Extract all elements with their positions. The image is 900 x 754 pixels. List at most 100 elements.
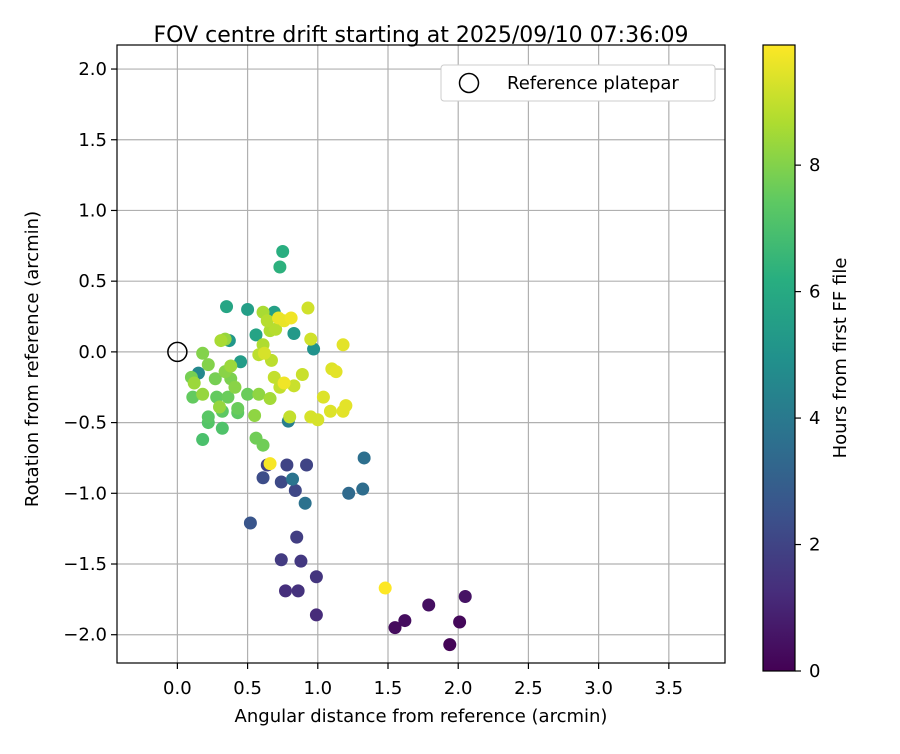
reference-marker [167, 341, 188, 363]
y-tick-label: −0.5 [63, 413, 107, 434]
legend-marker-reference [458, 72, 480, 94]
data-point [215, 421, 229, 435]
data-point [210, 390, 224, 404]
colorbar-tick-label: 2 [809, 535, 820, 556]
x-tick-label: 1.0 [303, 678, 332, 699]
data-point [196, 346, 210, 360]
data-point [213, 400, 227, 414]
data-point [311, 413, 325, 427]
data-point [277, 376, 291, 390]
data-point [187, 376, 201, 390]
data-point [224, 359, 238, 373]
data-point [388, 621, 402, 635]
data-point [295, 368, 309, 382]
x-tick-label: 3.5 [655, 678, 684, 699]
x-tick-label: 0.5 [233, 678, 262, 699]
data-point [309, 608, 323, 622]
y-tick-label: −2.0 [63, 625, 107, 646]
x-tick-label: 0.0 [163, 678, 192, 699]
colorbar: 0 2 4 6 8 Hours from first FF file [762, 44, 851, 682]
data-point [201, 410, 215, 424]
colorbar-tick-label: 0 [809, 661, 820, 682]
data-point [458, 590, 472, 604]
data-point [241, 302, 255, 316]
data-point [273, 260, 287, 274]
data-point [257, 346, 271, 360]
legend: Reference platepar [440, 64, 716, 102]
data-point [291, 584, 305, 598]
data-point [309, 570, 323, 584]
data-point [263, 457, 277, 471]
data-point [329, 365, 343, 379]
data-point [342, 486, 356, 500]
data-point [274, 553, 288, 567]
data-point [288, 483, 302, 497]
data-point [234, 355, 248, 369]
legend-label-reference: Reference platepar [507, 73, 679, 94]
data-point [304, 332, 318, 346]
data-points-layer [167, 244, 472, 652]
data-point [398, 614, 412, 628]
data-point [300, 458, 314, 472]
y-tick-label: 1.0 [78, 200, 107, 221]
data-point [307, 342, 321, 356]
y-tick-label: −1.0 [63, 483, 107, 504]
data-point [453, 615, 467, 629]
data-point [336, 338, 350, 352]
data-point [276, 244, 290, 258]
y-tick-label: 2.0 [78, 59, 107, 80]
legend-box [440, 64, 716, 102]
data-point [220, 300, 234, 314]
data-point [290, 530, 304, 544]
data-point [284, 311, 298, 325]
data-point [196, 433, 210, 447]
data-point [214, 334, 228, 348]
data-point [249, 328, 263, 342]
plot-frame [116, 44, 726, 664]
y-tick-label: −1.5 [63, 554, 107, 575]
y-tick-label: 0.5 [78, 271, 107, 292]
data-point [196, 387, 210, 401]
x-tick-label: 1.5 [374, 678, 403, 699]
data-point [316, 390, 330, 404]
data-point [241, 387, 255, 401]
data-point [267, 370, 281, 384]
data-point [287, 326, 301, 340]
colorbar-gradient [762, 44, 796, 672]
data-point [186, 390, 200, 404]
colorbar-ticks: 0 2 4 6 8 [795, 155, 820, 682]
data-point [256, 438, 270, 452]
data-point [283, 410, 297, 424]
x-tick-label: 2.0 [444, 678, 473, 699]
data-point [422, 598, 436, 612]
colorbar-tick-label: 8 [809, 155, 820, 176]
data-point [323, 404, 337, 418]
data-point [248, 409, 262, 423]
data-point [243, 516, 257, 530]
data-point [287, 379, 301, 393]
colorbar-tick-label: 4 [809, 408, 820, 429]
data-point [201, 358, 215, 372]
x-axis-label: Angular distance from reference (arcmin) [235, 706, 608, 727]
x-tick-label: 3.0 [584, 678, 613, 699]
data-point [252, 387, 266, 401]
data-point [298, 496, 312, 510]
data-point [256, 471, 270, 485]
data-point [269, 322, 283, 336]
colorbar-label: Hours from first FF file [830, 258, 851, 459]
x-tick-label: 2.5 [514, 678, 543, 699]
data-point [231, 401, 245, 415]
data-point [286, 472, 300, 486]
chart-title: FOV centre drift starting at 2025/09/10 … [154, 23, 689, 48]
colorbar-tick-label: 6 [809, 282, 820, 303]
tick-layer: 0.0 0.5 1.0 1.5 2.0 2.5 3.0 3.5 −2.0 −1.5 −1.0 −0.5… [63, 59, 683, 699]
data-point [443, 638, 457, 652]
data-point [221, 390, 235, 404]
data-point [357, 451, 371, 465]
data-point [280, 458, 294, 472]
data-point [274, 475, 288, 489]
data-point [294, 554, 308, 568]
